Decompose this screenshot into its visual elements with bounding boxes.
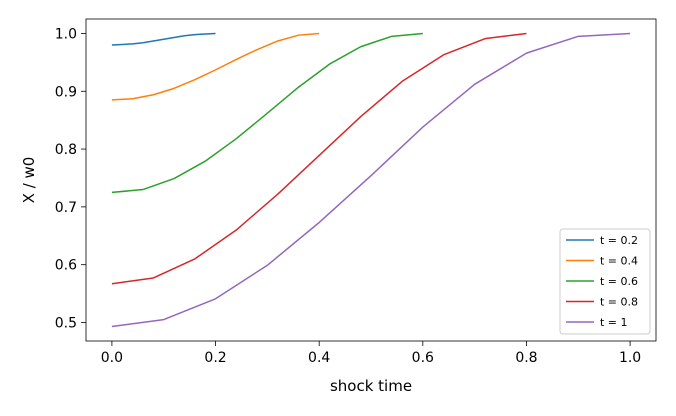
x-tick-label: 0.0 [101,350,123,366]
y-tick-label: 0.5 [55,316,77,332]
series-line-3 [111,32,423,194]
y-tick-label: 0.6 [55,258,77,274]
legend: t = 0.2 t = 0.4 t = 0.6 t = 0.8 t = 1 [559,228,651,335]
legend-label: t = 0.2 [600,234,638,247]
x-tick-label: 0.4 [308,350,330,366]
legend-label: t = 0.4 [600,255,638,268]
legend-label: t = 0.6 [600,275,638,288]
y-tick-label: 0.8 [55,142,77,158]
y-axis: 0.5 0.6 0.7 0.8 0.9 1.0 [55,26,86,332]
plot-area [85,18,657,342]
x-tick-label: 0.8 [515,350,537,366]
x-axis-label: shock time [330,377,412,395]
x-tick-label: 1.0 [619,350,641,366]
y-tick-label: 1.0 [55,26,77,42]
plot-frame [85,18,657,342]
y-tick-label: 0.9 [55,84,77,100]
y-axis-label: X / w0 [20,157,38,204]
x-tick-label: 0.6 [412,350,434,366]
legend-label: t = 0.8 [600,296,638,309]
x-axis: 0.0 0.2 0.4 0.6 0.8 1.0 [101,341,641,366]
legend-label: t = 1 [600,316,628,329]
series-line-1 [111,32,216,46]
series-line-5 [111,32,631,328]
x-tick-label: 0.2 [204,350,226,366]
series-line-2 [111,32,320,101]
series-line-4 [111,32,527,285]
y-tick-label: 0.7 [55,200,77,216]
legend-box [559,228,651,335]
